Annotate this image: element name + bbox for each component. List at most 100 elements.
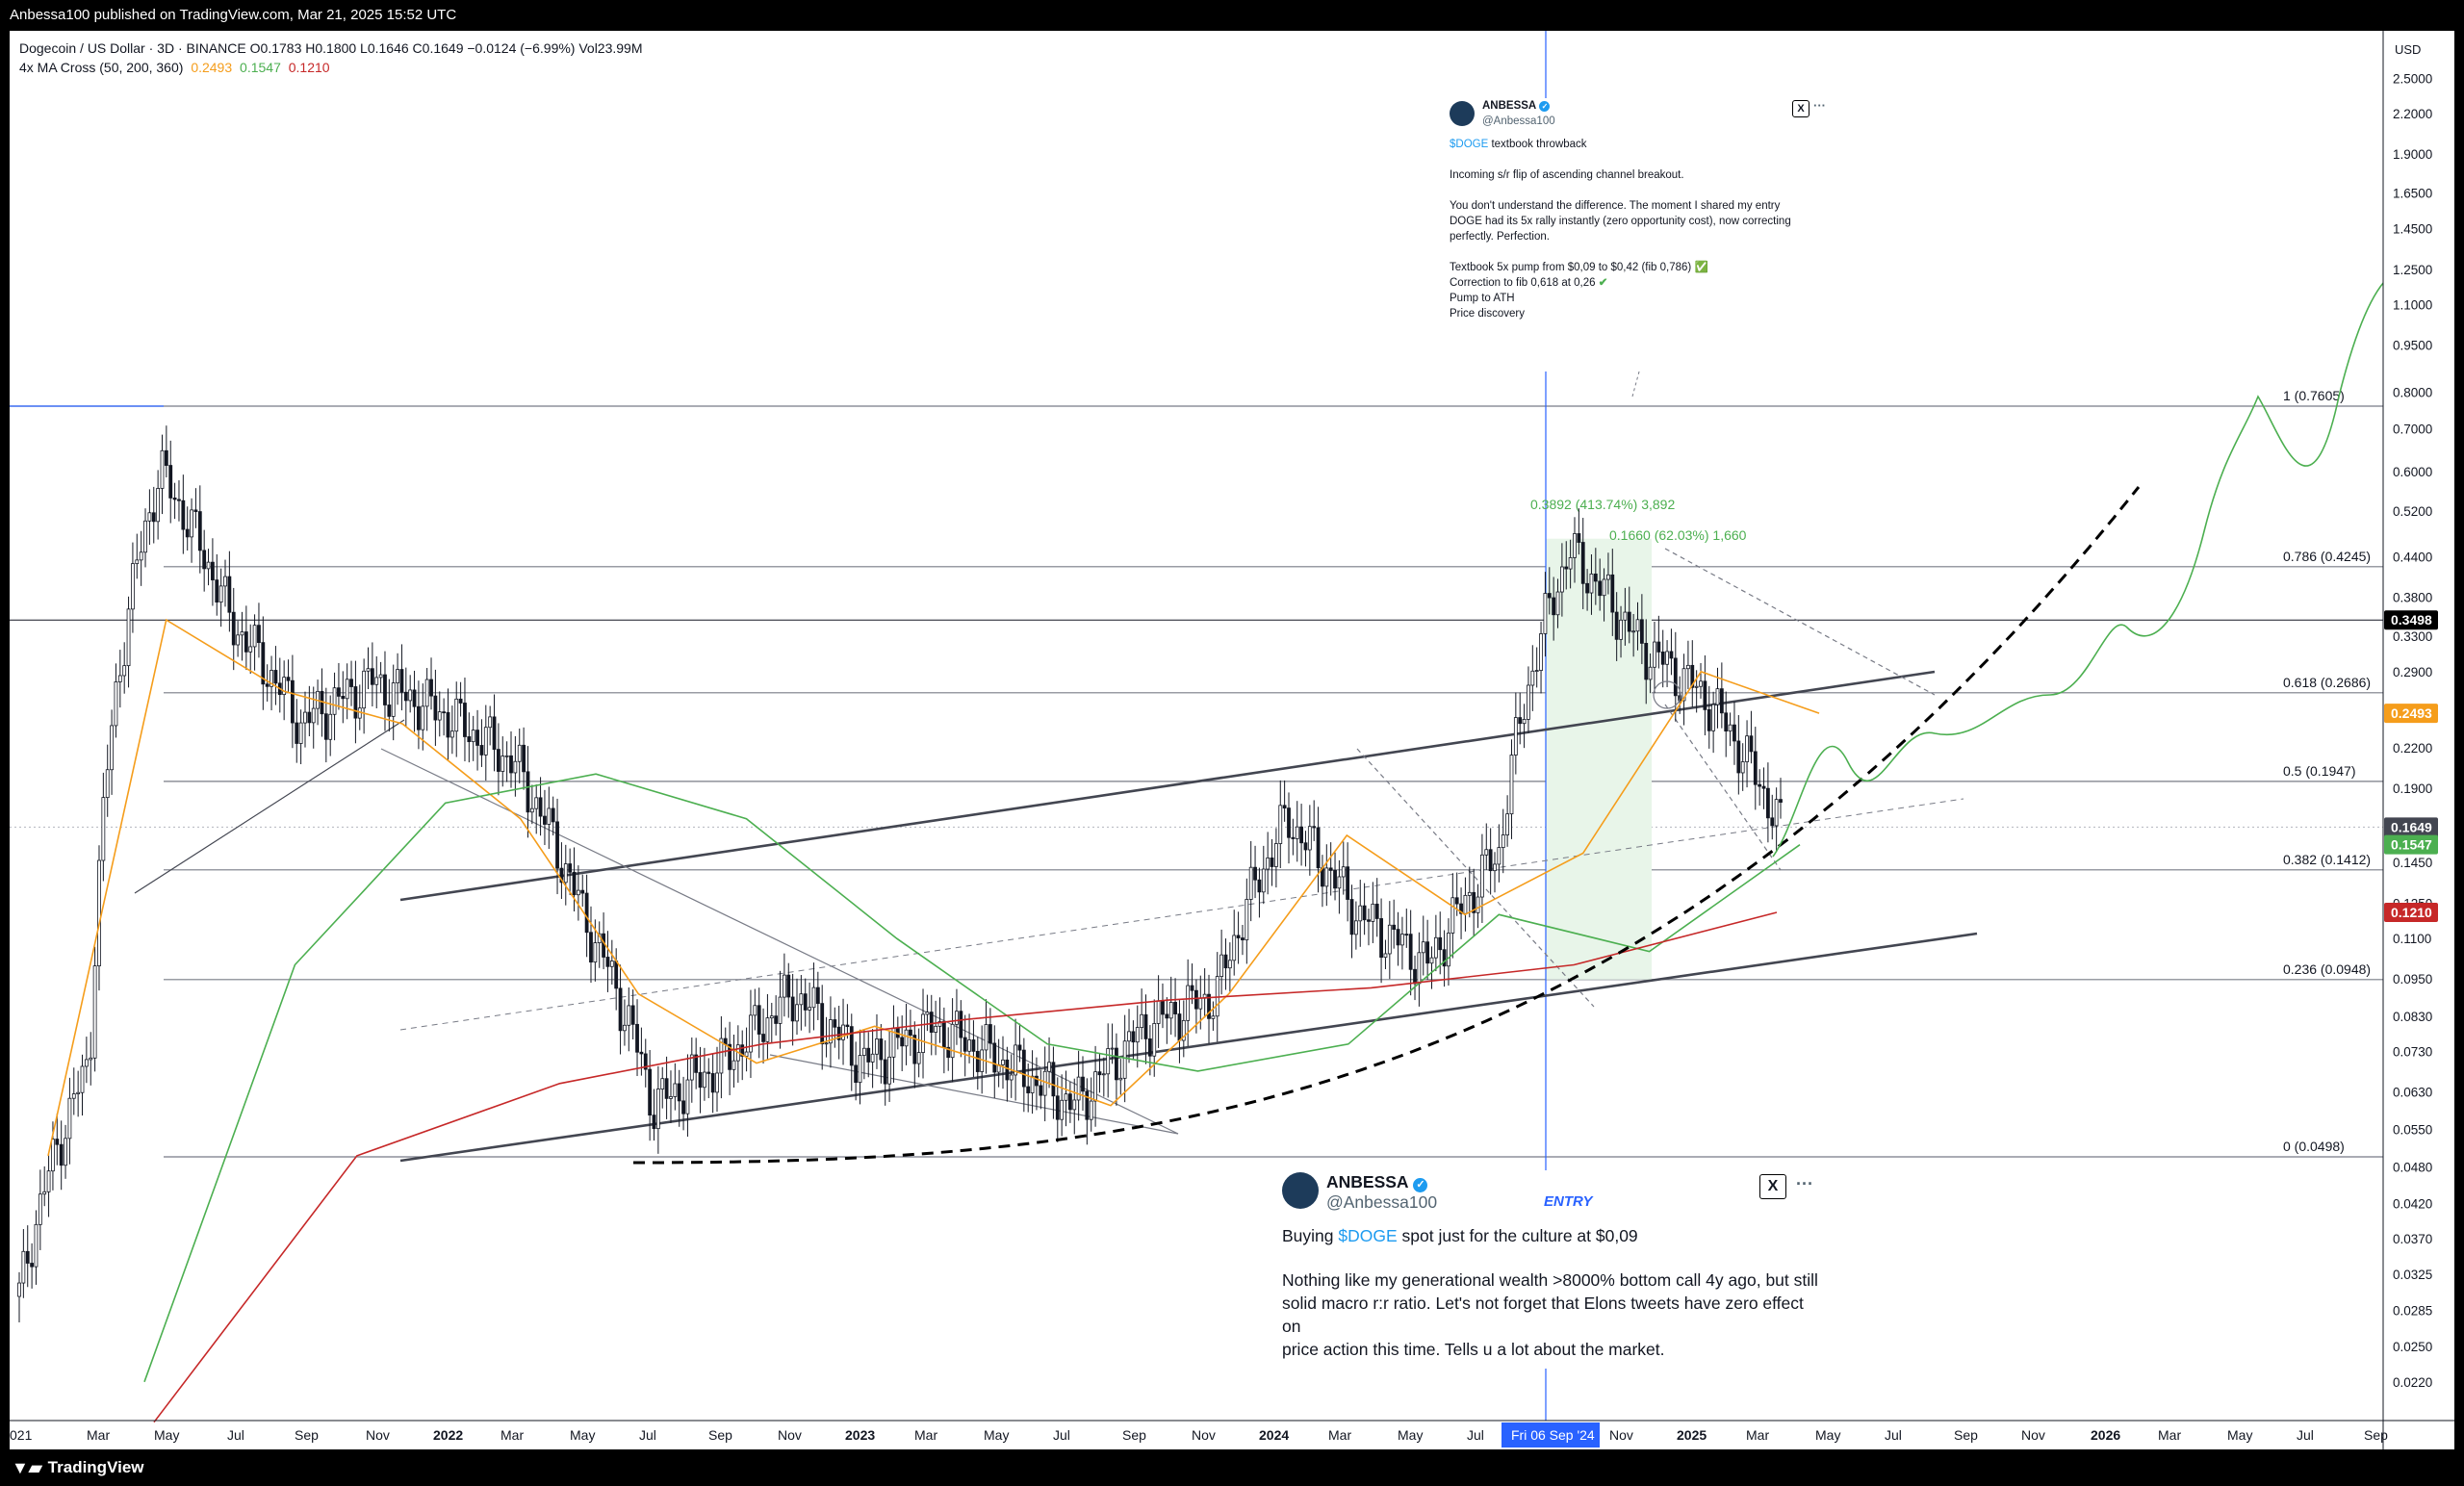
x-tick-label: Mar (914, 1427, 937, 1443)
candle-body (1447, 933, 1450, 967)
cashtag[interactable]: $DOGE (1450, 139, 1489, 150)
candle-body (909, 1029, 912, 1036)
candle-body (543, 815, 547, 825)
candle-body (1396, 929, 1400, 946)
candle-body (467, 736, 472, 743)
candle-body (1774, 799, 1779, 827)
candle-body (1417, 952, 1422, 985)
candle-body (749, 1014, 753, 1053)
candle-body (1758, 783, 1762, 787)
x-tick-label: May (1398, 1427, 1423, 1443)
candle-body (728, 1043, 732, 1070)
candle-body (526, 771, 530, 813)
candle-body (559, 867, 564, 884)
candle-body (1660, 652, 1665, 665)
candle-body (71, 1093, 76, 1099)
y-tick-label: 0.0370 (2393, 1232, 2432, 1246)
candle-body (929, 1012, 934, 1033)
tradingview-logo[interactable]: ▼▰ TradingView (12, 1449, 144, 1486)
candle-body (774, 1015, 779, 1024)
trendline (134, 719, 405, 894)
candle-body (442, 711, 447, 714)
price-badge (2384, 704, 2438, 724)
candle-body (815, 986, 820, 1005)
candle-body (353, 686, 358, 719)
candle-body (971, 1039, 976, 1052)
candle-body (648, 1068, 653, 1116)
x-logo-icon: X (1759, 1174, 1786, 1199)
fib-level-label: 0.382 (0.1412) (2283, 852, 2371, 867)
candle-body (1527, 684, 1530, 720)
candle-body (609, 961, 614, 967)
more-options-icon[interactable]: ··· (1813, 98, 1826, 113)
x-tick-label: Sep (295, 1427, 319, 1443)
candle-body (408, 689, 413, 702)
candle-body (1093, 1071, 1097, 1102)
candle-body (841, 1024, 845, 1040)
price-axis[interactable] (2383, 31, 2454, 1449)
candle-body (80, 1065, 85, 1093)
candle-body (946, 1046, 951, 1059)
candle-body (602, 933, 605, 958)
fib-level-label: 0 (0.0498) (2283, 1139, 2345, 1154)
candle-body (172, 498, 177, 500)
candle-body (635, 1023, 639, 1053)
y-tick-label: 1.2500 (2393, 263, 2432, 277)
candle-body (1779, 799, 1783, 803)
candle-body (97, 859, 101, 966)
candle-body (1635, 619, 1640, 632)
candle-body (1480, 854, 1484, 898)
x-tick-label: Jul (2297, 1427, 2314, 1443)
candle-body (1593, 573, 1598, 582)
candle-body (572, 871, 577, 896)
candle-body (664, 1078, 669, 1099)
candle-body (151, 512, 156, 523)
y-tick-label: 0.0420 (2393, 1197, 2432, 1212)
price-badge (2384, 610, 2438, 630)
candle-body (614, 961, 619, 989)
candle-body (1165, 1013, 1169, 1019)
candle-body (786, 974, 791, 998)
candle-body (1653, 641, 1656, 668)
candle-body (307, 711, 312, 724)
pattern-line (1356, 748, 1595, 1008)
more-options-icon[interactable]: ··· (1796, 1174, 1813, 1193)
candle-body (164, 449, 168, 466)
x-tick-label: Nov (1192, 1427, 1216, 1443)
y-tick-label: 0.0220 (2393, 1375, 2432, 1390)
chart-area[interactable]: 1 (0.7605) 0.786 (0.4245) 0.618 (0.2686) 0.… (10, 31, 2454, 1449)
candle-body (488, 716, 493, 729)
candle-body (1761, 785, 1766, 789)
tweet-card-bottom[interactable]: ANBESSA ✓ @Anbessa100 X ··· Buying $DOGE… (1282, 1170, 1827, 1369)
y-tick-label: 0.0730 (2393, 1045, 2432, 1060)
candle-body (1379, 918, 1383, 959)
projection-path (1772, 271, 2397, 858)
measure-zone (1546, 538, 1652, 980)
y-tick-label: 0.0480 (2393, 1161, 2432, 1175)
candle-body (790, 996, 795, 1022)
candle-body (282, 677, 287, 696)
fib-level-label: 0.618 (0.2686) (2283, 675, 2371, 690)
symbol-ohlc: Dogecoin / US Dollar · 3D · BINANCE O0.1… (19, 38, 643, 58)
tweet-card-top[interactable]: ANBESSA ✓ @Anbessa100 X ··· $DOGE textbo… (1450, 98, 1826, 372)
candle-body (1287, 807, 1291, 838)
candle-body (681, 1100, 685, 1114)
price-chart[interactable]: 1 (0.7605) 0.786 (0.4245) 0.618 (0.2686) 0.… (10, 31, 2454, 1449)
candle-body (143, 520, 147, 553)
candle-body (513, 760, 518, 774)
candle-body (757, 1005, 761, 1035)
x-tick-label: Jul (1467, 1427, 1484, 1443)
candle-body (1295, 826, 1299, 839)
candle-body (580, 889, 585, 894)
candle-body (1143, 1013, 1148, 1039)
candle-body (1454, 897, 1459, 905)
publish-header: Anbessa100 published on TradingView.com,… (0, 0, 2464, 31)
cashtag[interactable]: $DOGE (1338, 1226, 1398, 1245)
candle-body (1014, 1044, 1018, 1076)
x-tick-label: Nov (778, 1427, 802, 1443)
candle-body (67, 1097, 72, 1140)
candle-body (1736, 740, 1741, 774)
price-badge-value: 0.1649 (2391, 819, 2432, 834)
candle-body (1501, 834, 1505, 848)
